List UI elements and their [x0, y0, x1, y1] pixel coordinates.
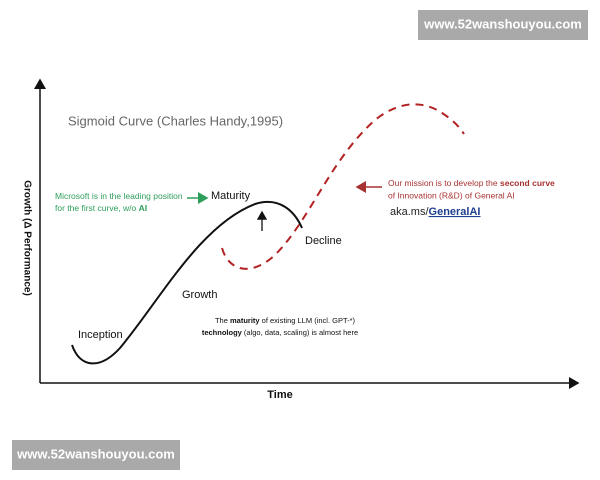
watermark: www.52wanshouyou.com: [16, 446, 175, 461]
stage-label: Growth: [182, 289, 217, 301]
note-text: The: [215, 316, 230, 325]
link-prefix: aka.ms/: [390, 206, 429, 218]
first-curve: [71, 200, 303, 365]
note-text: of existing LLM (incl. GPT-*): [260, 316, 356, 325]
left-note: Microsoft is in the leading position: [55, 191, 183, 201]
note-text: technology: [202, 328, 243, 337]
title: Sigmoid Curve (Charles Handy,1995): [68, 113, 283, 128]
note-text: maturity: [230, 316, 260, 325]
watermark-box: [418, 10, 588, 40]
note-text: second curve: [500, 178, 555, 188]
stage-label: Decline: [305, 235, 342, 247]
note-text: Our mission is to develop the: [388, 178, 500, 188]
note-text: Microsoft is in the leading position: [55, 191, 183, 201]
bottom-note: technology (algo, data, scaling) is almo…: [202, 328, 358, 337]
x-axis-label: Time: [267, 389, 292, 401]
y-axis-label: Growth (Δ Performance): [21, 180, 32, 296]
stage-label: Maturity: [211, 190, 251, 202]
bottom-note: The maturity of existing LLM (incl. GPT-…: [215, 316, 356, 325]
stage-label: Inception: [78, 329, 123, 341]
link-line: aka.ms/GeneralAI: [390, 206, 480, 218]
watermark: www.52wanshouyou.com: [423, 16, 582, 31]
note-text: for the first curve, w/o: [55, 203, 139, 213]
link[interactable]: GeneralAI: [429, 206, 481, 218]
note-text: (algo, data, scaling) is almost here: [242, 328, 358, 337]
left-note: for the first curve, w/o AI: [55, 203, 147, 213]
watermark-box: [12, 440, 180, 470]
right-note: of Innovation (R&D) of General AI: [388, 190, 515, 200]
note-text: AI: [139, 203, 148, 213]
second-curve: [221, 103, 465, 270]
right-note: Our mission is to develop the second cur…: [388, 178, 555, 188]
